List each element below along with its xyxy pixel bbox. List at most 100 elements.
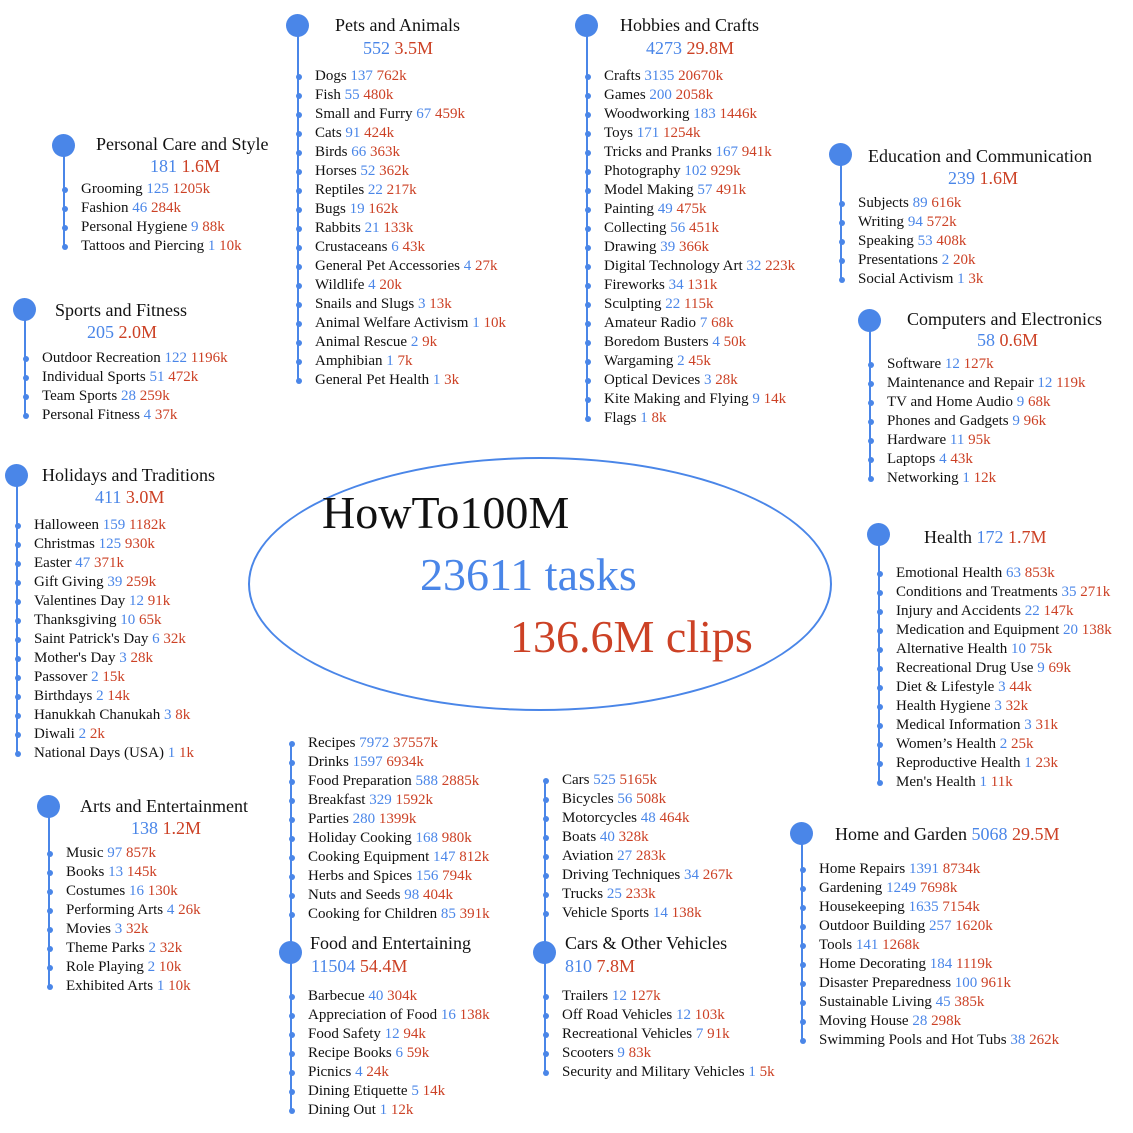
subcategory-item: Motorcycles 48 464k (543, 809, 733, 828)
subcategory-name: Phones and Gadgets (887, 413, 1009, 429)
category-task-count: 138 (131, 818, 158, 838)
subcategory-item: Injury and Accidents 22 147k (877, 602, 1112, 621)
subcategory-clip-count: 480k (363, 87, 394, 103)
subcategory-name: Halloween (34, 517, 99, 533)
subcategory-item: Medication and Equipment 20 138k (877, 621, 1112, 640)
subcategory-task-count: 6 (152, 631, 160, 647)
subcategory-item: Small and Furry 67 459k (296, 105, 506, 124)
category-node (790, 822, 813, 845)
subcategory-task-count: 12 (384, 1026, 400, 1042)
subcategory-task-count: 53 (917, 233, 933, 249)
category-name: Personal Care and Style (96, 134, 269, 154)
subcategory-task-count: 34 (668, 277, 684, 293)
subcategory-name: Books (66, 864, 105, 880)
subcategory-clip-count: 572k (926, 214, 957, 230)
subcategory-name: Picnics (308, 1064, 352, 1080)
category-stats: 138 1.2M (131, 817, 201, 839)
subcategory-name: Breakfast (308, 792, 366, 808)
subcategory-item: Wargaming 2 45k (584, 352, 795, 371)
subcategory-name: Woodworking (604, 106, 690, 122)
subcategory-clip-count: 7k (397, 353, 413, 369)
subcategory-clip-count: 472k (168, 369, 199, 385)
subcategory-name: Off Road Vehicles (562, 1007, 673, 1023)
subcategory-name: Dining Out (308, 1102, 376, 1118)
subcategory-task-count: 5 (411, 1083, 419, 1099)
subcategory-name: Wildlife (315, 277, 365, 293)
subcategory-name: Bicycles (562, 791, 614, 807)
subcategory-name: Painting (604, 201, 655, 217)
subcategory-item: Scooters 9 83k (543, 1044, 775, 1063)
subcategory-task-count: 4 (355, 1064, 363, 1080)
subcategory-task-count: 1 (1024, 755, 1032, 771)
subcategory-clip-count: 14k (763, 391, 787, 407)
subcategory-task-count: 39 (107, 574, 123, 590)
subcategory-clip-count: 853k (1024, 565, 1055, 581)
subcategory-clip-count: 32k (159, 940, 183, 956)
subcategory-item: Movies 3 32k (47, 920, 201, 939)
subcategory-name: National Days (USA) (34, 745, 164, 761)
subcategory-item: Networking 1 12k (868, 469, 1086, 488)
subcategory-name: Herbs and Spices (308, 868, 413, 884)
category-title: Health 172 1.7M (924, 526, 1047, 548)
subcategory-name: Tattoos and Piercing (81, 238, 205, 254)
subcategory-item: Hardware 11 95k (868, 431, 1086, 450)
subcategory-name: Scooters (562, 1045, 614, 1061)
subcategory-item: Optical Devices 3 28k (584, 371, 795, 390)
subcategory-task-count: 3 (417, 296, 426, 312)
subcategory-clip-count: 1446k (719, 106, 757, 122)
subcategory-task-count: 47 (75, 555, 91, 571)
subcategory-item: Gift Giving 39 259k (15, 573, 194, 592)
subcategory-name: Recreational Vehicles (562, 1026, 693, 1042)
category-name: Food and Entertaining (310, 933, 471, 953)
subcategory-item: Rabbits 21 133k (296, 219, 506, 238)
subcategory-task-count: 102 (684, 163, 707, 179)
dataset-title: HowTo100M (322, 487, 570, 538)
subcategory-list: Software 12 127k Maintenance and Repair 1… (868, 355, 1086, 488)
subcategory-list: Barbecue 40 304k Appreciation of Food 16 … (289, 987, 490, 1120)
subcategory-task-count: 1 (640, 410, 648, 426)
subcategory-name: Flags (604, 410, 637, 426)
subcategory-clip-count: 10k (483, 315, 506, 331)
subcategory-item: Appreciation of Food 16 138k (289, 1006, 490, 1025)
subcategory-task-count: 100 (954, 975, 978, 991)
subcategory-clip-count: 27k (474, 258, 498, 274)
subcategory-task-count: 52 (360, 163, 376, 179)
subcategory-task-count: 13 (108, 864, 124, 880)
category-title: Cars & Other Vehicles (565, 932, 727, 954)
subcategory-item: Collecting 56 451k (584, 219, 795, 238)
subcategory-name: Recreational Drug Use (896, 660, 1034, 676)
subcategory-clip-count: 2k (89, 726, 105, 742)
subcategory-clip-count: 980k (441, 830, 472, 846)
subcategory-list-upper: Recipes 7972 37557k Drinks 1597 6934k Food… (289, 734, 490, 924)
category-clip-count: 2.0M (118, 322, 158, 342)
subcategory-name: Hardware (887, 432, 947, 448)
subcategory-task-count: 1 (979, 774, 988, 790)
subcategory-task-count: 4 (939, 451, 947, 467)
subcategory-list: Dogs 137 762k Fish 55 480k Small and Furry… (296, 67, 506, 390)
subcategory-name: Conditions and Treatments (896, 584, 1058, 600)
subcategory-clip-count: 7154k (942, 899, 980, 915)
subcategory-task-count: 3 (703, 372, 712, 388)
category-connector-line (839, 154, 842, 281)
category-clip-count: 1.2M (162, 818, 202, 838)
subcategory-item: Cooking for Children 85 391k (289, 905, 490, 924)
subcategory-name: Gift Giving (34, 574, 104, 590)
subcategory-name: Vehicle Sports (562, 905, 650, 921)
subcategory-clip-count: 475k (676, 201, 707, 217)
category-task-count: 58 (977, 330, 995, 350)
subcategory-clip-count: 1k (178, 745, 194, 761)
subcategory-name: Diwali (34, 726, 75, 742)
subcategory-clip-count: 94k (403, 1026, 426, 1042)
category-name: Pets and Animals (335, 15, 460, 35)
subcategory-clip-count: 259k (126, 574, 157, 590)
subcategory-item: Security and Military Vehicles 1 5k (543, 1063, 775, 1082)
subcategory-item: Digital Technology Art 32 223k (584, 257, 795, 276)
subcategory-item: Trailers 12 127k (543, 987, 775, 1006)
subcategory-task-count: 122 (164, 350, 187, 366)
subcategory-name: Medication and Equipment (896, 622, 1060, 638)
subcategory-item: Animal Welfare Activism 1 10k (296, 314, 506, 333)
subcategory-item: Aviation 27 283k (543, 847, 733, 866)
subcategory-task-count: 98 (404, 887, 420, 903)
subcategory-name: Cooking for Children (308, 906, 438, 922)
category-task-count: 181 (150, 156, 177, 176)
